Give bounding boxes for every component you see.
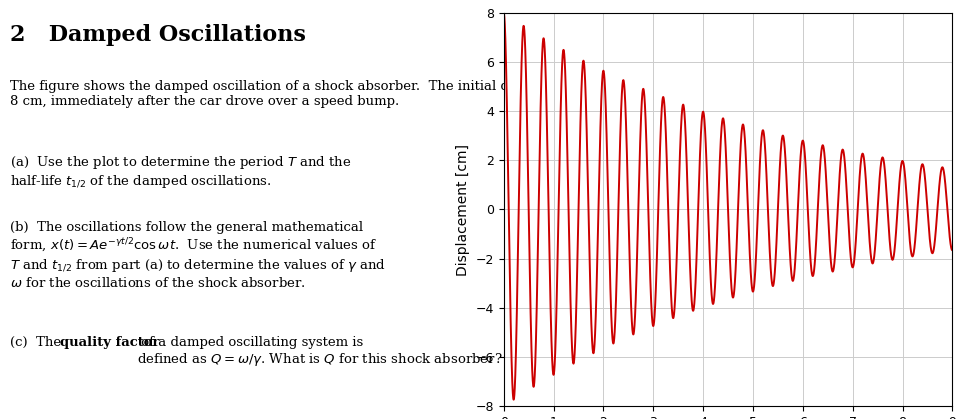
Text: quality factor: quality factor <box>60 336 160 349</box>
Text: The figure shows the damped oscillation of a shock absorber.  The initial displa: The figure shows the damped oscillation … <box>10 80 769 108</box>
Text: of a damped oscillating system is
defined as $Q = \omega/\gamma$. What is $Q$ fo: of a damped oscillating system is define… <box>136 336 502 368</box>
Text: (a)  Use the plot to determine the period $T$ and the
half-life $t_{1/2}$ of the: (a) Use the plot to determine the period… <box>10 154 351 190</box>
Y-axis label: Displacement [cm]: Displacement [cm] <box>456 143 469 276</box>
Text: (b)  The oscillations follow the general mathematical
form, $x(t) = Ae^{-\gamma : (b) The oscillations follow the general … <box>10 221 385 290</box>
Text: (c)  The: (c) The <box>10 336 65 349</box>
Text: 2   Damped Oscillations: 2 Damped Oscillations <box>10 24 306 47</box>
